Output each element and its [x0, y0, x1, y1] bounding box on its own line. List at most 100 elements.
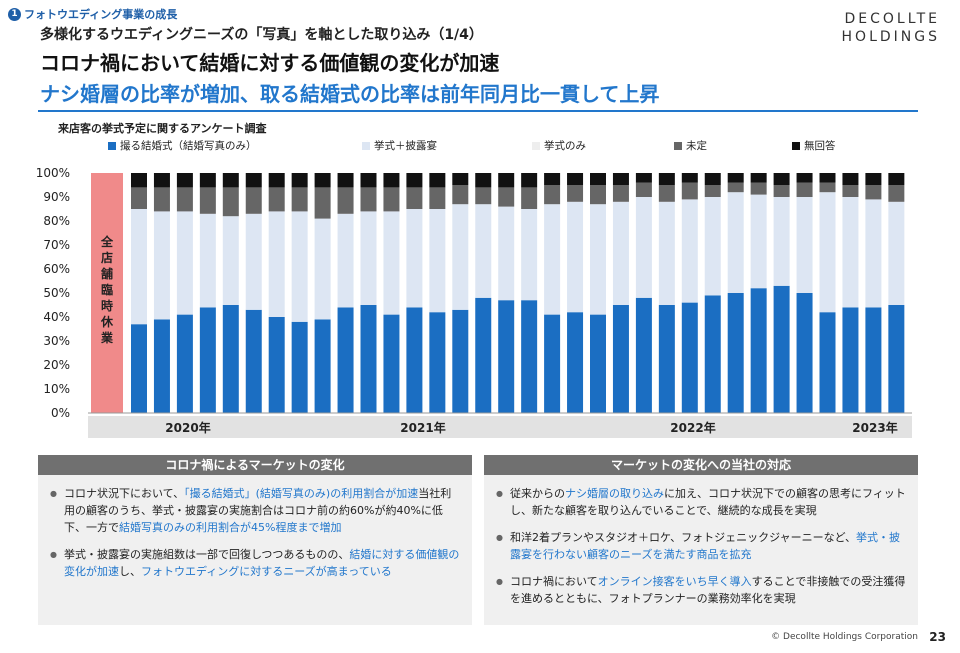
bullet-item: コロナ状況下において、「撮る結婚式」(結婚写真のみ)の利用割合が加速当社利用の顧… — [50, 485, 460, 536]
highlighted-text: 結婚に対する価値観の変化が加速 — [64, 548, 460, 578]
bar-segment — [360, 173, 377, 188]
bar-segment — [406, 209, 423, 308]
y-tick-label: 60% — [43, 262, 70, 276]
bar-segment — [612, 173, 629, 185]
bar-segment — [383, 314, 400, 413]
legend-label: 挙式のみ — [544, 140, 586, 152]
bar-segment — [658, 173, 675, 185]
bar-segment — [199, 307, 216, 413]
slide-title: コロナ禍において結婚に対する価値観の変化が加速 — [40, 51, 500, 75]
bar-segment — [153, 187, 170, 212]
bar-segment — [176, 314, 193, 413]
bar-segment — [291, 173, 308, 188]
bar-segment — [658, 185, 675, 202]
bar-segment — [429, 312, 446, 413]
y-tick-label: 50% — [43, 286, 70, 300]
bar-segment — [544, 173, 561, 185]
bar-segment — [314, 173, 331, 188]
legend-swatch — [362, 141, 370, 150]
bar-segment — [796, 173, 813, 183]
bar-segment — [475, 187, 492, 205]
year-label: 2021年 — [400, 420, 445, 435]
closure-label-char: 舗 — [100, 266, 113, 281]
bar-segment — [842, 173, 859, 185]
bar-segment — [452, 185, 469, 205]
bar-segment — [475, 173, 492, 188]
bar-segment — [704, 197, 721, 296]
bar-segment — [773, 173, 790, 185]
legend-label: 挙式＋披露宴 — [374, 140, 437, 152]
bar-segment — [888, 201, 905, 305]
bar-segment — [429, 173, 446, 188]
bar-segment — [176, 211, 193, 315]
bar-segment — [819, 182, 836, 193]
logo-line-1: DECOLLTE — [844, 11, 940, 27]
bar-segment — [704, 173, 721, 185]
bar-segment — [245, 187, 262, 214]
bar-segment — [750, 173, 767, 183]
bar-segment — [406, 173, 423, 188]
bar-segment — [727, 173, 744, 183]
bar-segment — [131, 324, 147, 413]
bar-segment — [750, 288, 767, 413]
bar-segment — [383, 173, 400, 188]
bar-segment — [590, 314, 606, 413]
legend-item-ceremony-only: 挙式のみ — [532, 138, 586, 153]
bar-segment — [291, 321, 308, 413]
bar-segment — [452, 173, 469, 185]
bullet-text: に加え、コロナ状況下での顧客の思考にフィットし、新たな顧客を取り込んでいることで… — [510, 487, 906, 517]
section-number-badge: 1 — [8, 7, 21, 21]
highlighted-text: オンライン接客をいち早く導入 — [597, 575, 752, 588]
bar-segment — [521, 209, 538, 301]
bar-segment — [681, 199, 698, 303]
closure-label-char: 店 — [101, 250, 113, 265]
bar-segment — [612, 305, 629, 413]
bar-segment — [842, 307, 859, 413]
bar-segment — [681, 173, 698, 183]
legend-swatch — [532, 141, 540, 150]
bullet-item: 従来からのナシ婚層の取り込みに加え、コロナ状況下での顧客の思考にフィットし、新た… — [496, 485, 906, 519]
bar-segment — [475, 297, 492, 413]
bar-segment — [521, 173, 538, 188]
section-tag: 1 フォトウエディング事業の成長 — [8, 6, 177, 22]
bar-segment — [498, 187, 515, 207]
bar-segment — [796, 182, 813, 197]
slide-headline: ナシ婚層の比率が増加、取る結婚式の比率は前年同月比一貫して上昇 — [40, 82, 660, 106]
legend-swatch — [108, 141, 116, 150]
bar-segment — [842, 197, 859, 308]
bar-segment — [727, 192, 744, 293]
bar-segment — [199, 213, 216, 308]
bar-segment — [865, 307, 882, 413]
bar-segment — [314, 187, 331, 219]
bar-segment — [222, 173, 239, 188]
bar-segment — [888, 173, 905, 185]
bar-segment — [704, 185, 721, 197]
bar-segment — [544, 204, 561, 315]
slide-subtitle: 多様化するウエディングニーズの「写真」を軸とした取り込み（1/4） — [40, 27, 483, 43]
bullet-text: することで非接触での受注獲得を進めるとともに、フォトプランナーの業務効率化を実現 — [510, 575, 906, 605]
bar-segment — [383, 187, 400, 212]
bar-segment — [590, 204, 606, 315]
bar-segment — [245, 213, 262, 310]
bar-segment — [658, 201, 675, 305]
bar-segment — [268, 173, 285, 188]
bar-segment — [750, 194, 767, 289]
bar-segment — [865, 173, 882, 185]
bar-segment — [521, 300, 538, 413]
stacked-bar-chart: 0% 10% 20% 30% 40% 50% 60% 70% 80% 90% 100% 全店舗臨時休業… — [36, 166, 912, 438]
legend-item-ceremony-reception: 挙式＋披露宴 — [362, 138, 437, 153]
bar-segment — [131, 209, 147, 325]
y-tick-label: 80% — [43, 214, 70, 228]
bar-segment — [337, 307, 354, 413]
bar-segment — [131, 173, 147, 188]
bar-segment — [750, 182, 767, 195]
bar-segment — [819, 312, 836, 413]
bar-segment — [635, 182, 652, 197]
page-number: 23 — [929, 630, 946, 644]
bar-segment — [888, 185, 905, 202]
bar-segment — [452, 204, 469, 310]
bar-segment — [590, 173, 606, 185]
bar-segment — [475, 204, 492, 298]
bar-segment — [314, 319, 331, 413]
bar-segment — [567, 201, 584, 313]
